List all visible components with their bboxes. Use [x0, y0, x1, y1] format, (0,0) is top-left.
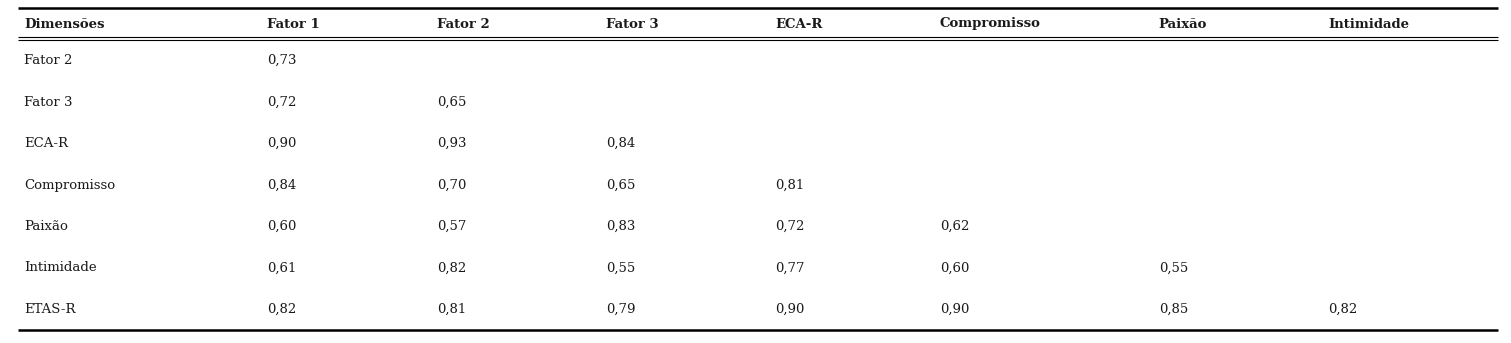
Text: 0,82: 0,82: [437, 261, 465, 274]
Text: Fator 1: Fator 1: [267, 17, 320, 31]
Text: 0,62: 0,62: [940, 220, 970, 233]
Text: 0,82: 0,82: [1328, 303, 1357, 316]
Text: 0,72: 0,72: [775, 220, 805, 233]
Text: 0,83: 0,83: [606, 220, 636, 233]
Text: Intimidade: Intimidade: [24, 261, 97, 274]
Text: Compromisso: Compromisso: [24, 178, 115, 191]
Text: 0,57: 0,57: [437, 220, 465, 233]
Text: 0,90: 0,90: [775, 303, 805, 316]
Text: 0,65: 0,65: [606, 178, 636, 191]
Text: 0,60: 0,60: [267, 220, 296, 233]
Text: Intimidade: Intimidade: [1328, 17, 1410, 31]
Text: 0,82: 0,82: [267, 303, 296, 316]
Text: ECA-R: ECA-R: [24, 137, 68, 150]
Text: Paixão: Paixão: [24, 220, 68, 233]
Text: Fator 3: Fator 3: [606, 17, 659, 31]
Text: 0,72: 0,72: [267, 96, 296, 109]
Text: 0,81: 0,81: [437, 303, 465, 316]
Text: 0,79: 0,79: [606, 303, 636, 316]
Text: 0,81: 0,81: [775, 178, 805, 191]
Text: Dimensões: Dimensões: [24, 17, 104, 31]
Text: 0,93: 0,93: [437, 137, 467, 150]
Text: Fator 2: Fator 2: [24, 54, 73, 67]
Text: 0,90: 0,90: [940, 303, 970, 316]
Text: 0,65: 0,65: [437, 96, 465, 109]
Text: 0,77: 0,77: [775, 261, 805, 274]
Text: 0,90: 0,90: [267, 137, 296, 150]
Text: Paixão: Paixão: [1159, 17, 1207, 31]
Text: ETAS-R: ETAS-R: [24, 303, 76, 316]
Text: 0,55: 0,55: [606, 261, 636, 274]
Text: 0,60: 0,60: [940, 261, 970, 274]
Text: 0,70: 0,70: [437, 178, 465, 191]
Text: 0,55: 0,55: [1159, 261, 1188, 274]
Text: 0,85: 0,85: [1159, 303, 1188, 316]
Text: Fator 3: Fator 3: [24, 96, 73, 109]
Text: ECA-R: ECA-R: [775, 17, 823, 31]
Text: Compromisso: Compromisso: [940, 17, 1041, 31]
Text: 0,84: 0,84: [606, 137, 636, 150]
Text: 0,73: 0,73: [267, 54, 296, 67]
Text: 0,61: 0,61: [267, 261, 296, 274]
Text: 0,84: 0,84: [267, 178, 296, 191]
Text: Fator 2: Fator 2: [437, 17, 490, 31]
